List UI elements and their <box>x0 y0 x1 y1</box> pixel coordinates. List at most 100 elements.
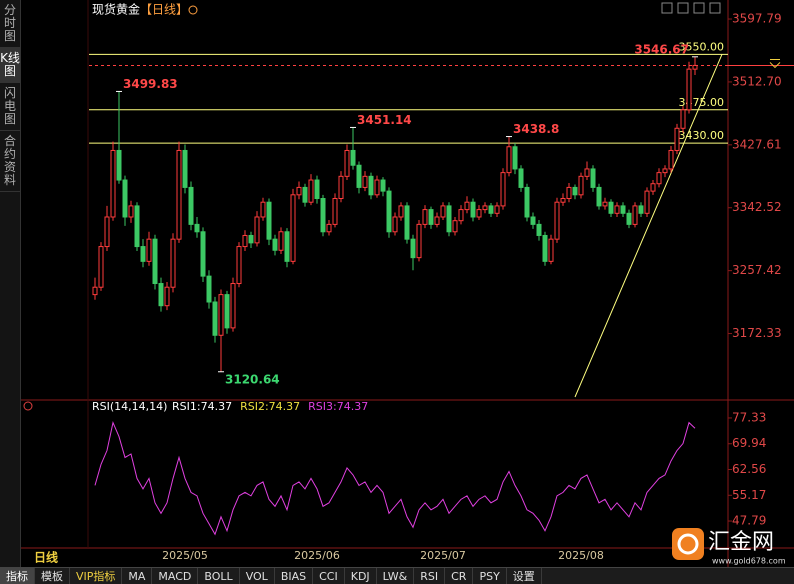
candle-body <box>506 146 512 174</box>
candle-body <box>416 223 422 259</box>
candle-body <box>194 223 200 233</box>
toolbar-item[interactable]: CR <box>445 568 474 584</box>
window-controls[interactable] <box>661 2 721 14</box>
indicator-icon[interactable] <box>23 401 33 411</box>
candle-body <box>110 149 116 218</box>
candle-body <box>542 234 548 262</box>
candle-body <box>152 238 158 285</box>
candle-body <box>146 238 152 262</box>
candle-body <box>92 286 98 296</box>
sidebar-tab[interactable]: K线图 <box>0 48 20 83</box>
candle-body <box>170 238 176 288</box>
candle-body <box>98 246 104 288</box>
candle-body <box>464 201 470 211</box>
toolbar-item[interactable]: VIP指标 <box>70 568 123 584</box>
toolbar-item[interactable]: KDJ <box>345 568 377 584</box>
candle-body <box>494 205 500 214</box>
toolbar-item[interactable]: RSI <box>414 568 446 584</box>
toolbar-item[interactable]: 设置 <box>507 568 542 584</box>
extreme-label: 3451.14 <box>357 113 412 127</box>
candle-body <box>140 246 146 262</box>
candle-body <box>248 234 254 244</box>
candle-body <box>176 149 182 240</box>
candle-body <box>590 168 596 188</box>
period: 日线 <box>34 550 58 565</box>
instrument-title: 现货黄金 <box>92 2 140 17</box>
toolbar-item[interactable]: VOL <box>240 568 275 584</box>
candle-body <box>326 223 332 233</box>
candle-body <box>134 205 140 248</box>
candle-body <box>680 109 686 129</box>
toolbar-item[interactable]: MA <box>122 568 153 584</box>
extreme-label: 3499.83 <box>123 77 178 91</box>
y-tick-label: 55.17 <box>732 488 766 502</box>
indicator-title: RSI(14,14,14) <box>92 400 167 413</box>
candle-body <box>338 175 344 200</box>
candle-body <box>392 216 398 233</box>
y-tick-label: 69.94 <box>732 436 766 450</box>
candle-body <box>182 149 188 188</box>
sidebar-tab[interactable]: 合约资料 <box>0 131 20 192</box>
candle-body <box>518 168 524 188</box>
candle-body <box>644 190 650 214</box>
toolbar: 指标 模板 VIP指标 MA MACD BOLL VOL BIAS CCI KDJ LW& RSI CR… <box>0 567 794 584</box>
candle-body <box>122 179 128 218</box>
candle-body <box>158 283 164 307</box>
candle-body <box>530 216 536 225</box>
price-line-label: 3430.00 <box>679 129 725 142</box>
candle-body <box>596 186 602 207</box>
toolbar-item[interactable]: PSY <box>473 568 507 584</box>
candle-body <box>404 205 410 240</box>
toolbar-item[interactable]: BOLL <box>198 568 240 584</box>
toolbar-item[interactable]: MACD <box>152 568 199 584</box>
candle-body <box>500 172 506 207</box>
price-line-label: 3550.00 <box>679 40 725 53</box>
sidebar-tab[interactable]: 闪电图 <box>0 83 20 131</box>
candle-body <box>470 201 476 218</box>
candle-body <box>512 146 518 170</box>
watermark-brand: 汇金网 <box>708 530 774 555</box>
candle-body <box>188 186 194 225</box>
candle-body <box>362 175 368 188</box>
add-icon[interactable] <box>188 5 198 15</box>
candle-body <box>536 223 542 236</box>
toolbar-item[interactable]: CCI <box>313 568 345 584</box>
y-tick-label: 3342.52 <box>732 200 782 214</box>
rsi-line <box>94 420 696 536</box>
candle-body <box>578 175 584 196</box>
candle-body <box>296 186 302 196</box>
candle-body <box>602 201 608 207</box>
toolbar-item[interactable]: LW& <box>377 568 415 584</box>
candle-body <box>638 205 644 214</box>
toolbar-item[interactable]: BIAS <box>275 568 314 584</box>
candle-body <box>278 231 284 251</box>
candle-body <box>548 238 554 262</box>
y-tick-label: 3512.70 <box>732 74 782 88</box>
candle-body <box>614 205 620 214</box>
logo-mark <box>677 533 699 555</box>
candle-body <box>344 149 350 177</box>
candle-body <box>398 205 404 218</box>
toolbar-item[interactable]: 指标 <box>0 568 35 584</box>
y-tick-label: 77.33 <box>732 410 766 424</box>
candle-body <box>410 238 416 259</box>
sidebar-tab[interactable]: 分时图 <box>0 0 20 48</box>
candle-body <box>116 149 122 181</box>
candle-body <box>476 209 482 218</box>
candle-body <box>308 179 314 203</box>
candle-body <box>626 212 632 225</box>
candle-body <box>350 149 356 166</box>
candle-body <box>254 216 260 244</box>
candle-body <box>290 194 296 262</box>
toolbar-item[interactable]: 模板 <box>35 568 70 584</box>
candle-body <box>380 179 386 192</box>
candle-body <box>422 209 428 225</box>
candle-body <box>164 286 170 307</box>
candle-body <box>608 201 614 214</box>
candle-body <box>320 198 326 233</box>
candle-body <box>332 198 338 225</box>
candle-body <box>458 209 464 222</box>
candle-body <box>368 175 374 196</box>
